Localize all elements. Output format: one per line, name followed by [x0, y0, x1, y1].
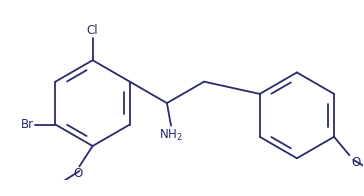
Text: O: O: [74, 167, 83, 181]
Text: O: O: [351, 156, 361, 169]
Text: Br: Br: [21, 118, 34, 131]
Text: Cl: Cl: [87, 24, 98, 37]
Text: NH$_2$: NH$_2$: [159, 128, 183, 143]
